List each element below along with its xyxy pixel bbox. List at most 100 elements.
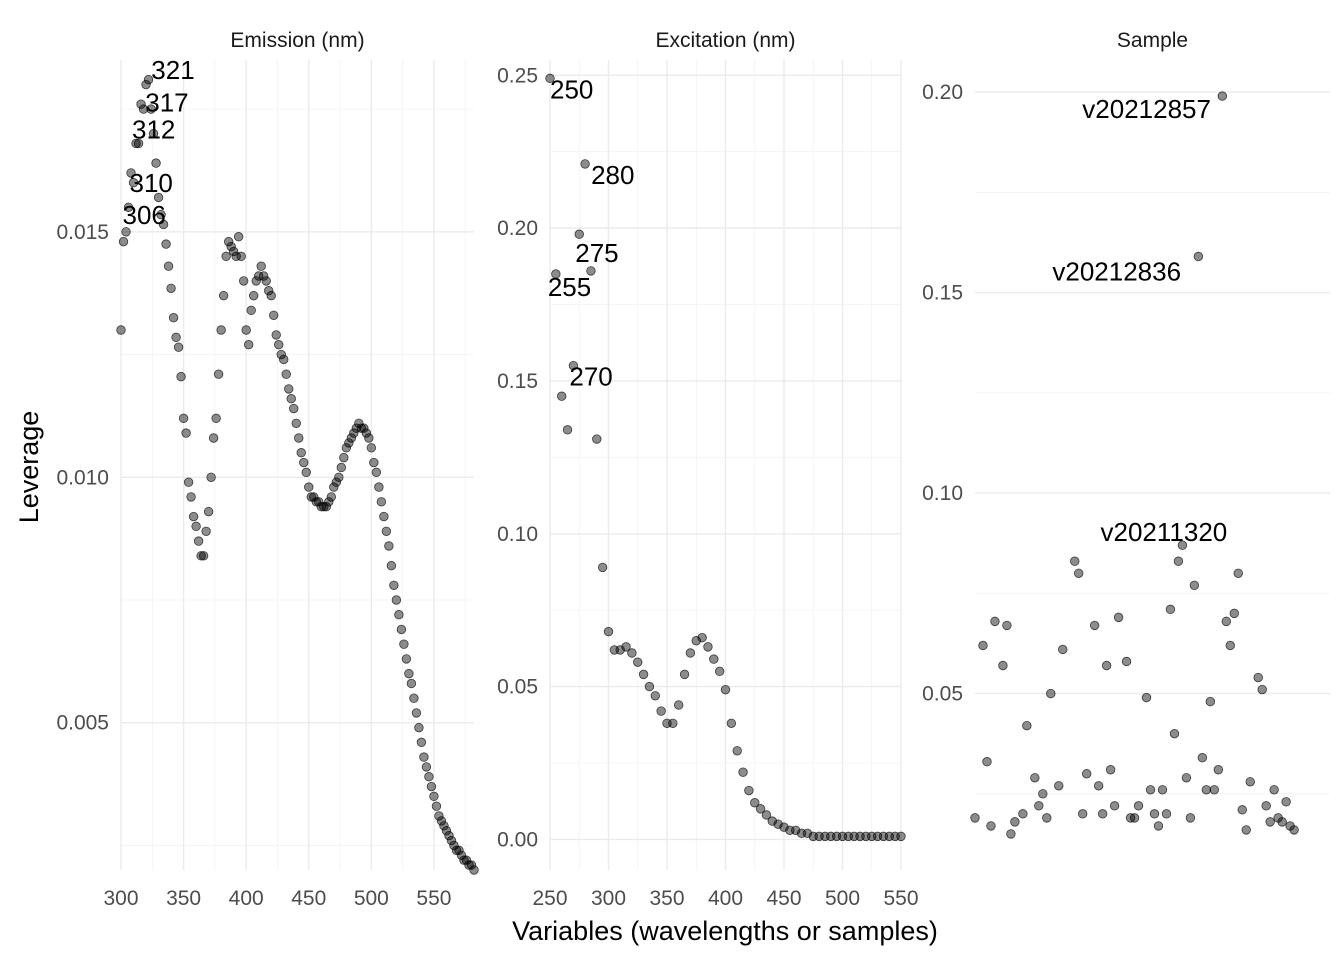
- data-point: [990, 616, 1000, 627]
- data-point: [243, 340, 254, 350]
- point-label: 250: [550, 74, 593, 104]
- data-point: [436, 816, 447, 826]
- data-point: [1197, 753, 1208, 763]
- data-point: [321, 502, 331, 512]
- data-point: [188, 511, 199, 522]
- data-point: [414, 722, 424, 733]
- facet-sample: 0.05 0.10 0.15 0.20 Sample v20212857 v20212836…: [922, 29, 1330, 839]
- data-point: [261, 276, 271, 286]
- data-point: [173, 342, 184, 352]
- data-point: [998, 660, 1008, 671]
- data-point: [1173, 556, 1184, 566]
- data-point: [603, 626, 614, 637]
- data-point: [738, 767, 748, 777]
- data-point: [133, 138, 144, 149]
- data-point: [1181, 773, 1192, 783]
- data-point: [615, 645, 625, 655]
- data-point: [1149, 809, 1160, 819]
- data-point: [431, 801, 442, 811]
- y-tick-label: 0.10: [922, 482, 963, 505]
- data-point: [223, 236, 234, 247]
- data-point: [336, 462, 347, 473]
- data-point: [284, 384, 294, 394]
- data-point: [201, 526, 211, 536]
- data-point: [231, 251, 241, 262]
- data-point: [1229, 608, 1239, 619]
- point-label: 270: [569, 362, 612, 392]
- data-point: [161, 239, 171, 249]
- data-point: [650, 691, 661, 701]
- data-point: [1217, 91, 1228, 101]
- data-point: [349, 428, 359, 438]
- data-point: [424, 772, 434, 782]
- data-point: [1241, 825, 1251, 835]
- data-point: [339, 452, 349, 463]
- y-tick-label: 0.20: [922, 81, 963, 104]
- x-tick-label: 300: [103, 887, 138, 910]
- data-point: [1277, 817, 1287, 827]
- data-point: [1225, 640, 1235, 651]
- data-point: [621, 642, 631, 652]
- data-point: [461, 855, 472, 865]
- data-point: [266, 290, 276, 301]
- data-point: [773, 819, 783, 829]
- data-point: [1077, 809, 1088, 819]
- data-point: [986, 821, 996, 831]
- point-label: 312: [132, 115, 175, 145]
- x-tick-label: 400: [708, 887, 743, 910]
- data-point: [301, 467, 311, 478]
- data-point: [1189, 580, 1200, 590]
- data-point: [454, 845, 464, 856]
- data-point: [176, 371, 186, 382]
- data-point: [720, 684, 731, 695]
- data-point: [1185, 813, 1196, 823]
- facet-excitation: 0.00 0.05 0.10 0.15 0.20 0.25 250 300 350 400 450 5…: [497, 29, 918, 910]
- data-point: [299, 457, 309, 468]
- data-point: [203, 506, 214, 517]
- data-point: [674, 700, 684, 710]
- data-point: [241, 325, 251, 335]
- data-point: [153, 192, 164, 203]
- data-point: [118, 236, 129, 247]
- point-label: v20211320: [1101, 517, 1228, 547]
- data-point: [1233, 568, 1243, 578]
- data-point: [404, 668, 414, 679]
- data-point: [580, 159, 590, 169]
- y-axis-title: Leverage: [14, 411, 44, 524]
- x-tick-label: 250: [532, 887, 567, 910]
- data-point: [1081, 769, 1092, 779]
- data-point: [545, 73, 555, 84]
- facet-emission: 0.005 0.010 0.015 300 350 400 450 500 550 Emissio…: [56, 29, 479, 910]
- data-point: [316, 502, 326, 512]
- data-point: [346, 433, 357, 443]
- data-point: [633, 657, 643, 667]
- data-point: [1153, 821, 1164, 831]
- data-point: [896, 831, 906, 842]
- data-point: [714, 666, 725, 677]
- data-point: [779, 822, 789, 832]
- data-point: [1161, 809, 1172, 819]
- data-point: [1097, 809, 1108, 819]
- data-point: [344, 438, 354, 448]
- data-point: [726, 718, 737, 728]
- data-point: [597, 562, 608, 573]
- y-tick-label: 0.10: [497, 523, 538, 546]
- data-point: [1006, 829, 1016, 839]
- data-point: [233, 232, 244, 242]
- point-label: 255: [548, 272, 591, 302]
- data-point: [216, 325, 226, 335]
- data-point: [1157, 785, 1168, 795]
- point-label: 321: [151, 55, 194, 85]
- data-point: [451, 845, 462, 856]
- data-point: [304, 482, 314, 492]
- data-point: [264, 286, 274, 296]
- data-point: [1145, 785, 1156, 795]
- data-point: [121, 227, 131, 237]
- data-point: [226, 241, 236, 252]
- data-point: [181, 428, 191, 438]
- data-point: [406, 678, 417, 689]
- data-point: [356, 423, 367, 433]
- data-point: [1093, 781, 1104, 791]
- data-point: [143, 74, 154, 85]
